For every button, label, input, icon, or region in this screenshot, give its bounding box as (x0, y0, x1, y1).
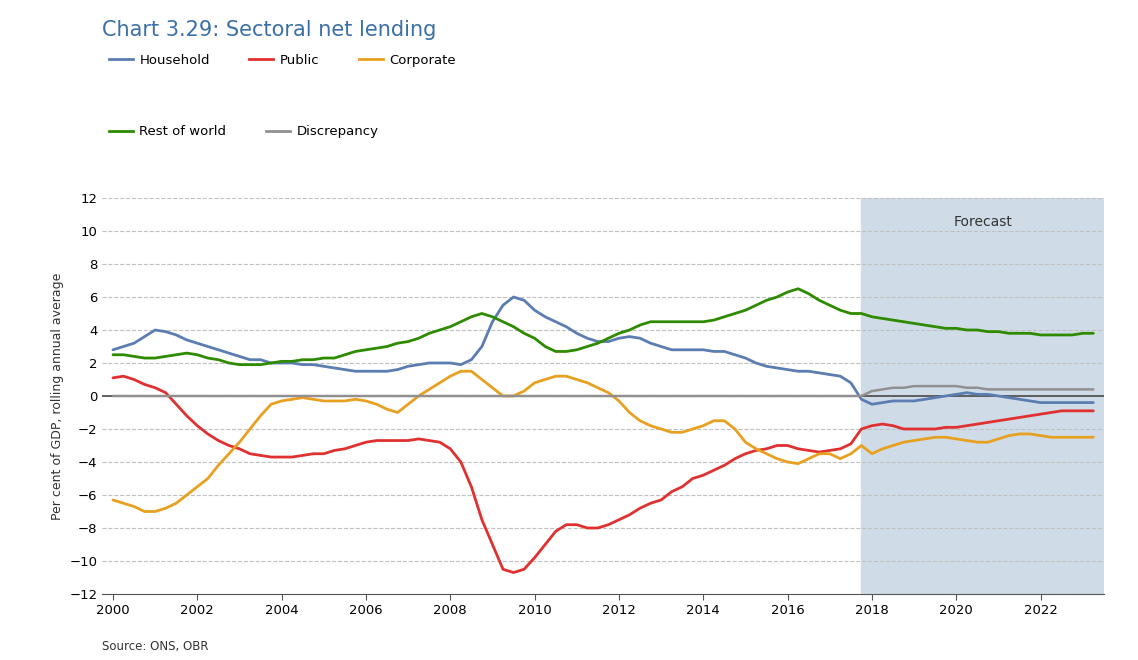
Text: Chart 3.29: Sectoral net lending: Chart 3.29: Sectoral net lending (102, 20, 437, 40)
Y-axis label: Per cent of GDP, rolling annual average: Per cent of GDP, rolling annual average (51, 273, 64, 519)
Text: Source: ONS, OBR: Source: ONS, OBR (102, 640, 209, 653)
Bar (861, 198, 1104, 594)
Text: Forecast: Forecast (954, 214, 1012, 228)
Legend: Rest of world, Discrepancy: Rest of world, Discrepancy (109, 125, 378, 139)
